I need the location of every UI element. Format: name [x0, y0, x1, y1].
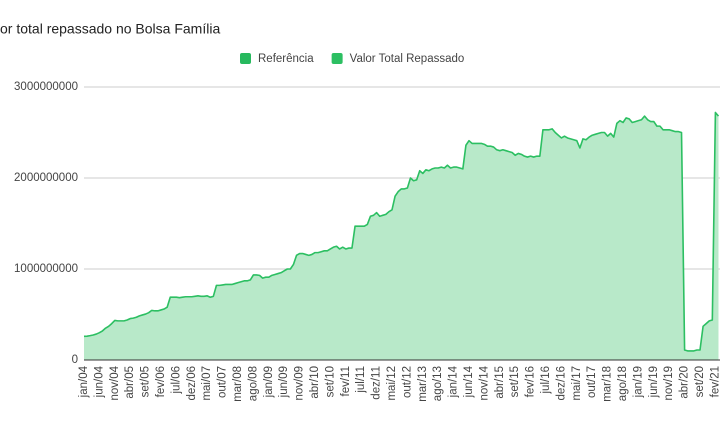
x-tick-label: dez/16 — [555, 366, 567, 401]
x-tick-label: fev/21 — [709, 366, 720, 397]
x-tick-label: abr/05 — [124, 366, 136, 399]
x-tick-label: ago/18 — [617, 366, 629, 401]
y-tick-label: 2000000000 — [14, 172, 78, 184]
x-tick-label: mar/08 — [232, 366, 244, 402]
legend-label: Valor Total Repassado — [350, 53, 465, 65]
x-tick-label: jun/14 — [463, 365, 475, 398]
x-tick-label: nov/14 — [478, 365, 490, 400]
x-tick-label: fev/06 — [155, 366, 167, 397]
area-fill — [84, 112, 719, 360]
x-tick-label: fev/11 — [340, 366, 352, 396]
x-tick-label: jul/06 — [170, 366, 182, 395]
x-tick-label: mar/18 — [602, 366, 614, 402]
legend-swatch — [240, 53, 251, 64]
x-tick-label: abr/15 — [494, 366, 506, 399]
x-tick-label: jun/04 — [93, 365, 105, 398]
x-tick-label: dez/11 — [371, 366, 383, 400]
legend-swatch — [331, 53, 343, 64]
y-tick-label: 0 — [72, 354, 78, 366]
x-tick-label: jul/11 — [355, 366, 367, 394]
x-tick-label: abr/20 — [679, 366, 691, 399]
y-tick-label: 3000000000 — [14, 81, 78, 93]
x-tick-label: mai/12 — [386, 366, 398, 401]
x-tick-label: out/07 — [217, 366, 229, 398]
x-tick-label: set/20 — [694, 366, 706, 397]
x-tick-label: set/10 — [324, 366, 336, 397]
x-tick-label: jan/19 — [632, 366, 644, 398]
x-tick-label: nov/09 — [294, 366, 306, 401]
x-tick-label: jan/04 — [78, 365, 90, 398]
x-tick-label: mai/17 — [571, 366, 583, 401]
x-tick-label: mai/07 — [201, 366, 213, 401]
y-tick-label: 1000000000 — [14, 263, 78, 275]
legend-label: Referência — [258, 53, 314, 65]
x-tick-label: dez/06 — [186, 366, 198, 401]
x-tick-label: set/15 — [509, 366, 521, 397]
x-tick-label: jul/16 — [540, 366, 552, 395]
x-tick-label: mar/13 — [417, 366, 429, 402]
x-tick-label: fev/16 — [525, 366, 537, 397]
chart-title: or total repassado no Bolsa Família — [0, 21, 220, 37]
x-tick-label: set/05 — [140, 366, 152, 397]
x-tick-label: abr/10 — [309, 366, 321, 399]
x-tick-label: jun/19 — [648, 366, 660, 398]
x-tick-label: out/12 — [401, 366, 413, 398]
x-tick-label: ago/13 — [432, 366, 444, 401]
x-tick-label: jan/14 — [448, 365, 460, 398]
x-tick-label: out/17 — [586, 366, 598, 398]
x-tick-label: ago/08 — [247, 366, 259, 401]
x-tick-label: jun/09 — [278, 366, 290, 398]
x-tick-label: nov/19 — [663, 366, 675, 401]
x-tick-label: nov/04 — [109, 365, 121, 400]
x-tick-label: jan/09 — [263, 366, 275, 398]
area-line — [83, 111, 720, 352]
